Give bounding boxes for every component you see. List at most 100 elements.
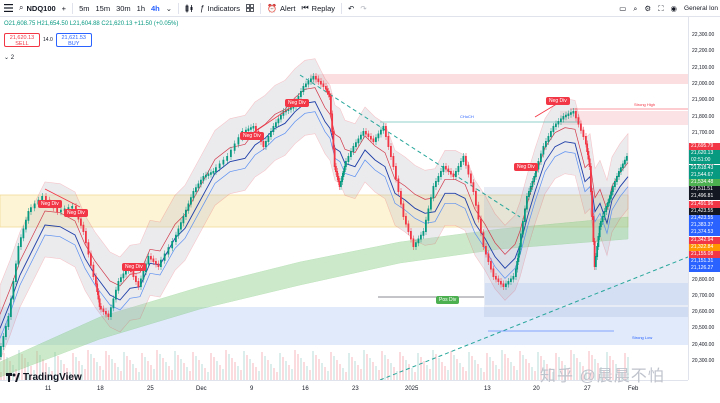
candle <box>531 181 534 187</box>
buy-button[interactable]: 21,621.53 BUY <box>55 33 92 47</box>
menu-icon[interactable] <box>4 4 13 12</box>
candle <box>452 173 455 177</box>
candle <box>605 206 608 212</box>
indicators-collapse-toggle[interactable]: ⌄ 2 <box>4 54 14 61</box>
volume-bar <box>258 371 260 380</box>
volume-bar <box>249 359 251 380</box>
candle <box>92 264 95 277</box>
volume-bar <box>612 360 614 380</box>
symbol-name: NDQ100 <box>26 3 56 13</box>
interval-dropdown[interactable]: ⌄ <box>166 4 172 13</box>
volume-bar <box>126 356 128 380</box>
volume-bar <box>624 353 626 380</box>
layout-button[interactable] <box>246 4 254 12</box>
replay-icon: ⏮ <box>301 3 309 12</box>
candle <box>405 216 407 225</box>
symbol-search[interactable]: ⌕ NDQ100 <box>19 3 56 13</box>
volume-bar <box>141 353 143 380</box>
candle <box>480 218 482 234</box>
sell-price: 21,620.13 <box>9 35 35 41</box>
candle <box>102 308 105 312</box>
replay-button[interactable]: ⏮ Replay <box>301 3 335 13</box>
candle <box>150 256 152 260</box>
sell-button[interactable]: 21,620.13 SELL <box>4 33 40 47</box>
price-axis[interactable]: 22,300.00 22,200.00 22,100.00 22,000.00 21,9… <box>688 17 720 380</box>
volume-bar <box>558 357 560 380</box>
candle <box>96 283 99 292</box>
candle <box>542 146 545 155</box>
candle <box>277 118 280 124</box>
candle <box>624 159 626 165</box>
layout-setup-button[interactable]: ▭ <box>619 4 626 13</box>
alert-button[interactable]: ⏰ Alert <box>267 4 295 13</box>
volume-bar <box>279 353 281 380</box>
candle <box>90 253 92 266</box>
time-axis[interactable]: 11 18 25 Dec 9 16 23 2025 13 20 27 Feb <box>0 380 688 403</box>
candle <box>331 113 334 132</box>
candle <box>33 203 36 209</box>
tradingview-logo[interactable]: TradingView <box>6 372 82 383</box>
interval-30m[interactable]: 30m <box>116 4 131 13</box>
volume-bar <box>114 363 116 380</box>
indicators-button[interactable]: ƒ Indicators <box>200 4 240 13</box>
candle <box>612 186 614 192</box>
undo-button[interactable]: ↶ <box>348 4 354 13</box>
candle <box>397 178 400 192</box>
interval-5m[interactable]: 5m <box>79 4 89 13</box>
candle <box>328 93 331 97</box>
volume-bar <box>309 370 311 380</box>
interval-1h[interactable]: 1h <box>137 4 145 13</box>
candle <box>595 256 597 267</box>
fullscreen-button[interactable]: ⛶ <box>658 4 663 14</box>
snapshot-button[interactable]: ◉ <box>670 4 677 13</box>
downtrend-line <box>299 74 521 218</box>
volume-bar <box>63 364 65 380</box>
chart-type-button[interactable] <box>185 4 194 13</box>
volume-bar <box>621 372 623 380</box>
interval-15m[interactable]: 15m <box>95 4 110 13</box>
candle <box>415 242 417 247</box>
chart-canvas[interactable]: Neg Div Neg Div Neg Div Neg Div Neg Div … <box>0 17 688 380</box>
volume-bar <box>147 361 149 380</box>
candle <box>163 253 166 261</box>
interval-4h[interactable]: 4h <box>151 4 160 13</box>
interval-label: 4h <box>151 3 160 13</box>
candle <box>175 234 177 242</box>
candle <box>601 216 604 222</box>
volume-bar <box>525 359 527 380</box>
candle <box>252 126 255 129</box>
candle <box>98 298 101 307</box>
volume-bar <box>420 357 422 380</box>
price-chart[interactable] <box>0 17 688 380</box>
candle <box>512 276 515 280</box>
volume-bar <box>210 353 212 380</box>
candle <box>586 143 589 152</box>
strong-high-label: Strong High <box>634 102 656 107</box>
volume-bar <box>450 351 452 380</box>
candle <box>267 136 270 142</box>
volume-bar <box>288 365 290 380</box>
volume-bar <box>93 358 95 380</box>
account-menu[interactable]: General Ion <box>684 5 718 12</box>
quick-search-button[interactable]: ⌕ <box>633 4 637 14</box>
candle <box>540 153 542 162</box>
volume-bar <box>216 361 218 380</box>
price-tick-label: 20,400.00 <box>692 341 715 348</box>
candle <box>350 151 352 157</box>
add-symbol-button[interactable]: + <box>62 4 66 13</box>
candle <box>333 148 336 167</box>
volume-bar <box>105 351 107 380</box>
candle <box>312 76 315 80</box>
candle <box>487 253 490 262</box>
volume-bar <box>561 361 563 380</box>
volume-bar <box>402 356 404 380</box>
candle <box>528 191 530 197</box>
candle <box>115 289 117 300</box>
price-tick-label: 21,900.00 <box>692 97 715 104</box>
candle <box>125 269 127 275</box>
price-tag: 21,620.13 <box>689 150 720 158</box>
supply-zone-2 <box>560 111 688 125</box>
volume-bar <box>246 355 248 380</box>
redo-button[interactable]: ↷ <box>360 4 366 13</box>
settings-button[interactable]: ⚙ <box>645 4 652 13</box>
